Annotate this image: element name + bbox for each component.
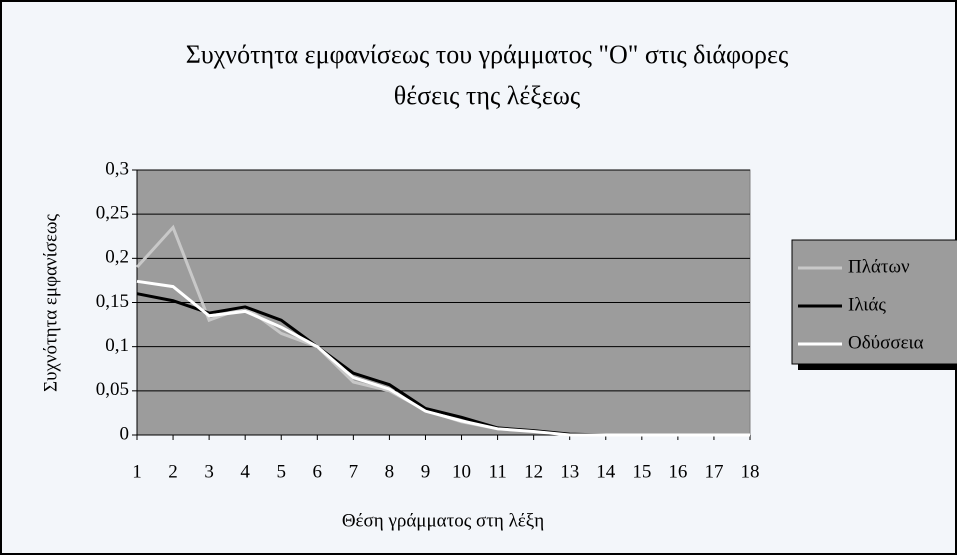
y-tick-label: 0,2: [105, 247, 129, 268]
x-tick-label: 8: [385, 461, 395, 482]
x-tick-label: 4: [240, 461, 250, 482]
y-tick-label: 0,05: [96, 379, 129, 400]
legend-label: Ιλιάς: [848, 294, 886, 315]
x-tick-label: 15: [632, 461, 651, 482]
x-tick-label: 2: [168, 461, 178, 482]
x-tick-label: 13: [560, 461, 579, 482]
y-tick-label: 0,25: [96, 203, 129, 224]
x-tick-label: 18: [741, 461, 760, 482]
legend-label: Οδύσσεια: [848, 332, 924, 353]
x-tick-label: 7: [349, 461, 359, 482]
x-axis-label: Θέση γράμματος στη λέξη: [342, 510, 544, 531]
y-tick-label: 0: [120, 423, 130, 444]
x-tick-label: 5: [276, 461, 286, 482]
y-tick-label: 0,3: [105, 158, 129, 179]
x-tick-label: 17: [704, 461, 723, 482]
x-tick-label: 12: [524, 461, 543, 482]
x-tick-label: 16: [668, 461, 687, 482]
x-tick-label: 6: [313, 461, 323, 482]
x-tick-label: 1: [132, 461, 142, 482]
chart-title: θέσεις της λέξεως: [394, 81, 581, 110]
y-tick-label: 0,1: [105, 335, 129, 356]
series-line: [136, 279, 750, 437]
x-tick-label: 10: [452, 461, 471, 482]
chart-title: Συχνότητα εμφανίσεως του γράμματος "Ο" σ…: [186, 40, 789, 69]
legend-label: Πλάτων: [848, 256, 910, 277]
x-tick-label: 9: [421, 461, 431, 482]
x-tick-label: 14: [596, 461, 616, 482]
y-axis-label: Συχνότητα εμφανίσεως: [40, 214, 61, 392]
x-tick-label: 11: [488, 461, 506, 482]
y-tick-label: 0,15: [96, 291, 129, 312]
x-tick-label: 3: [204, 461, 214, 482]
